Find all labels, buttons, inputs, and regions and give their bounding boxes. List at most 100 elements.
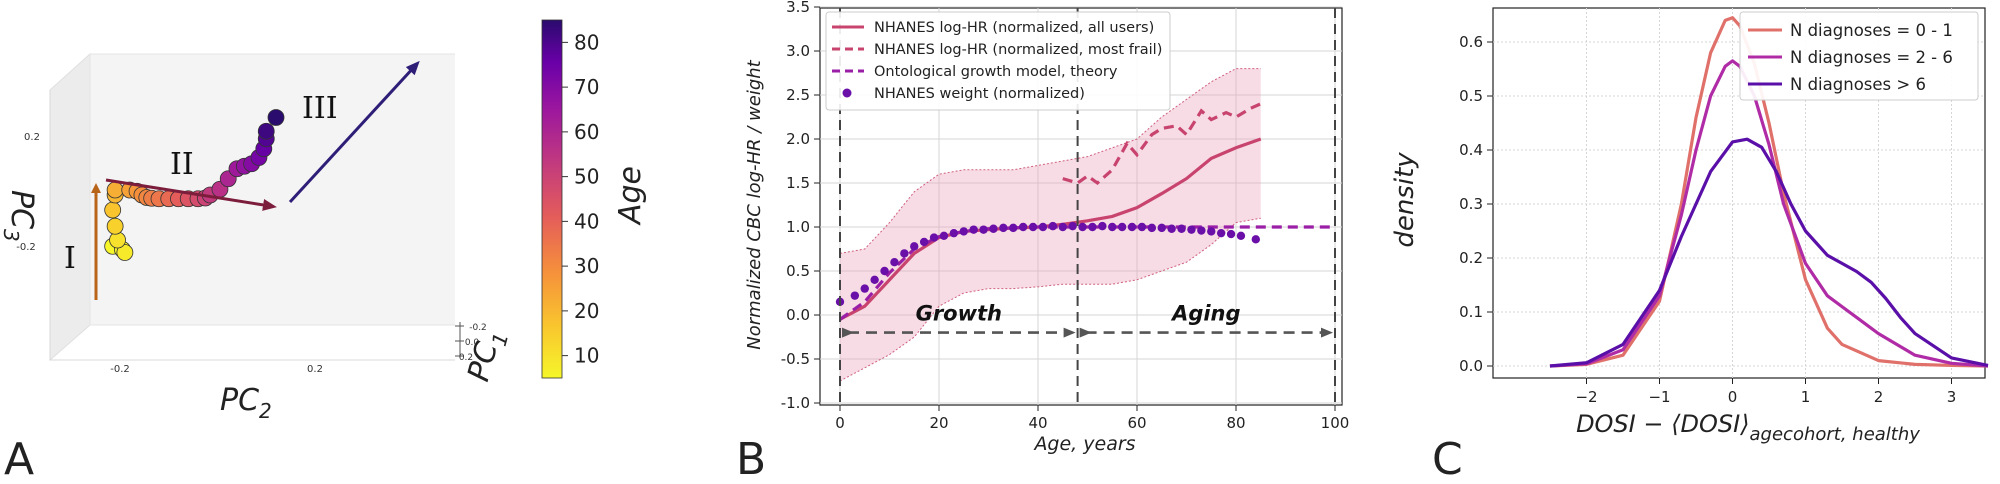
tick-label-y: 0.3 [1459,195,1483,213]
tick-label-pc2: 0.2 [307,364,323,375]
tick-label-y: 0.6 [1459,33,1483,51]
tick-label-pc3: 0.2 [24,132,40,143]
tick-label-x: 0 [835,414,845,432]
tick-label-y: 0.2 [1459,249,1483,267]
colorbar [541,19,563,379]
phase-label-iii: III [302,91,338,126]
legend-label: N diagnoses = 0 - 1 [1790,21,1953,40]
colorbar-tick-label: 50 [574,165,599,189]
tick-label-x: 40 [1028,414,1047,432]
weight-dot [1009,223,1018,233]
pc3-axis-label: PC3 [0,190,39,242]
weight-dot [999,223,1008,233]
panel-b: Growth Aging -1.0 -0.5 0.0 0.5 1.0 1.5 2.0 2.5 3.… [736,0,1350,484]
tick-label-y: 2.0 [786,130,810,148]
weight-dot [1187,225,1196,234]
legend-label: NHANES weight (normalized) [874,86,1085,102]
band-lower-edge [839,217,1261,382]
scatter-point [106,181,124,199]
weight-dot [1226,229,1236,239]
weight-dot [1197,226,1206,235]
xlabel-b: Age, years [1032,433,1135,455]
weight-dot [1108,222,1117,232]
weight-dot [860,284,869,293]
scatter-point [267,109,285,126]
weight-dot [1018,222,1028,232]
tick-label-pc3: -0.2 [16,242,36,253]
scatter-point [109,231,126,249]
scatter-point [104,201,122,219]
legend-label: Ontological growth model, theory [874,64,1118,80]
weight-dot [1098,221,1107,231]
colorbar-tick-label: 10 [574,344,599,368]
colorbar-tick-label: 20 [574,299,599,323]
tick-label-x: 20 [929,414,948,432]
tick-label-y: 0.0 [1459,357,1483,375]
legend-marker [842,88,852,98]
weight-dot [1157,223,1166,233]
tick-label-pc1: -0.2 [469,323,487,333]
tick-label-x: 1 [1801,388,1811,406]
weight-dot [1216,228,1226,238]
legend-label: NHANES log-HR (normalized, all users) [874,20,1154,36]
tick-label-pc1: 0.0 [465,338,480,348]
weight-dot [1068,221,1077,231]
tick-label-x: 60 [1127,414,1146,432]
weight-dot [929,233,939,242]
weight-dot [870,275,879,284]
weight-dot [1251,235,1261,244]
weight-dot [1038,222,1048,232]
range-label: Growth [916,302,1002,326]
series-line-most-frail [1062,102,1262,186]
pc1-axis-label: PC1 [461,326,513,386]
weight-dot [959,227,968,236]
tick-label-pc2: -0.2 [110,364,130,375]
scatter-point [106,217,124,235]
xlabel-c: DOSI − ⟨DOSI⟩agecohort, healthy [1576,410,1920,445]
colorbar-tick-label: 70 [574,75,599,99]
tick-label-x: 100 [1321,414,1350,432]
legend-label: N diagnoses = 2 - 6 [1790,48,1953,67]
weight-dot [1167,224,1176,233]
weight-dot [1137,222,1147,232]
colorbar-tick-label: 40 [574,209,599,233]
tick-label-y: -1.0 [781,394,810,412]
weight-dot [949,228,959,238]
weight-dot [1078,222,1087,232]
tick-label-y: 3.0 [786,42,810,60]
weight-dot [880,266,889,276]
weight-dot [910,242,919,251]
ylabel-c: density [1390,152,1420,248]
weight-dot [1088,222,1097,232]
phase-arrow-iii [288,60,420,204]
colorbar-tick-label: 60 [574,120,599,144]
tick-label-x: 2 [1874,388,1884,406]
legend-label: NHANES log-HR (normalized, most frail) [874,42,1162,58]
tick-label-y: 1.5 [786,174,810,192]
weight-dot [1048,221,1058,231]
tick-label-x: −2 [1575,388,1597,406]
weight-dot [969,225,978,234]
weight-dot [1058,222,1067,232]
tick-label-y: 0.0 [786,306,810,324]
pc2-axis-label: PC2 [220,383,272,423]
legend-c: N diagnoses = 0 - 1 N diagnoses = 2 - 6 N … [1739,11,1979,101]
colorbar-tick-label: 30 [574,254,599,278]
legend-b: NHANES log-HR (normalized, all users) NHA… [825,11,1171,111]
tick-label-y: 3.5 [786,0,810,16]
tick-label-x: 0 [1728,388,1738,406]
weight-dot [919,237,929,247]
phase-label-ii: II [170,147,194,182]
phase-label-i: I [64,241,76,276]
panel-label-a: A [4,434,34,480]
weight-dot [1127,222,1137,232]
panel-label-b: B [736,434,766,480]
density-curve [1549,137,1989,368]
tick-label-y: 0.5 [1459,87,1483,105]
tick-label-pc1: 0.2 [459,353,473,363]
weight-dot [1117,222,1127,232]
tick-label-x: 3 [1947,388,1957,406]
weight-dot [900,249,909,258]
panel-a: -0.2 0.2 0.2 -0.2 -0.2 0.0 0.2 I II III PC2 PC… [0,19,648,484]
